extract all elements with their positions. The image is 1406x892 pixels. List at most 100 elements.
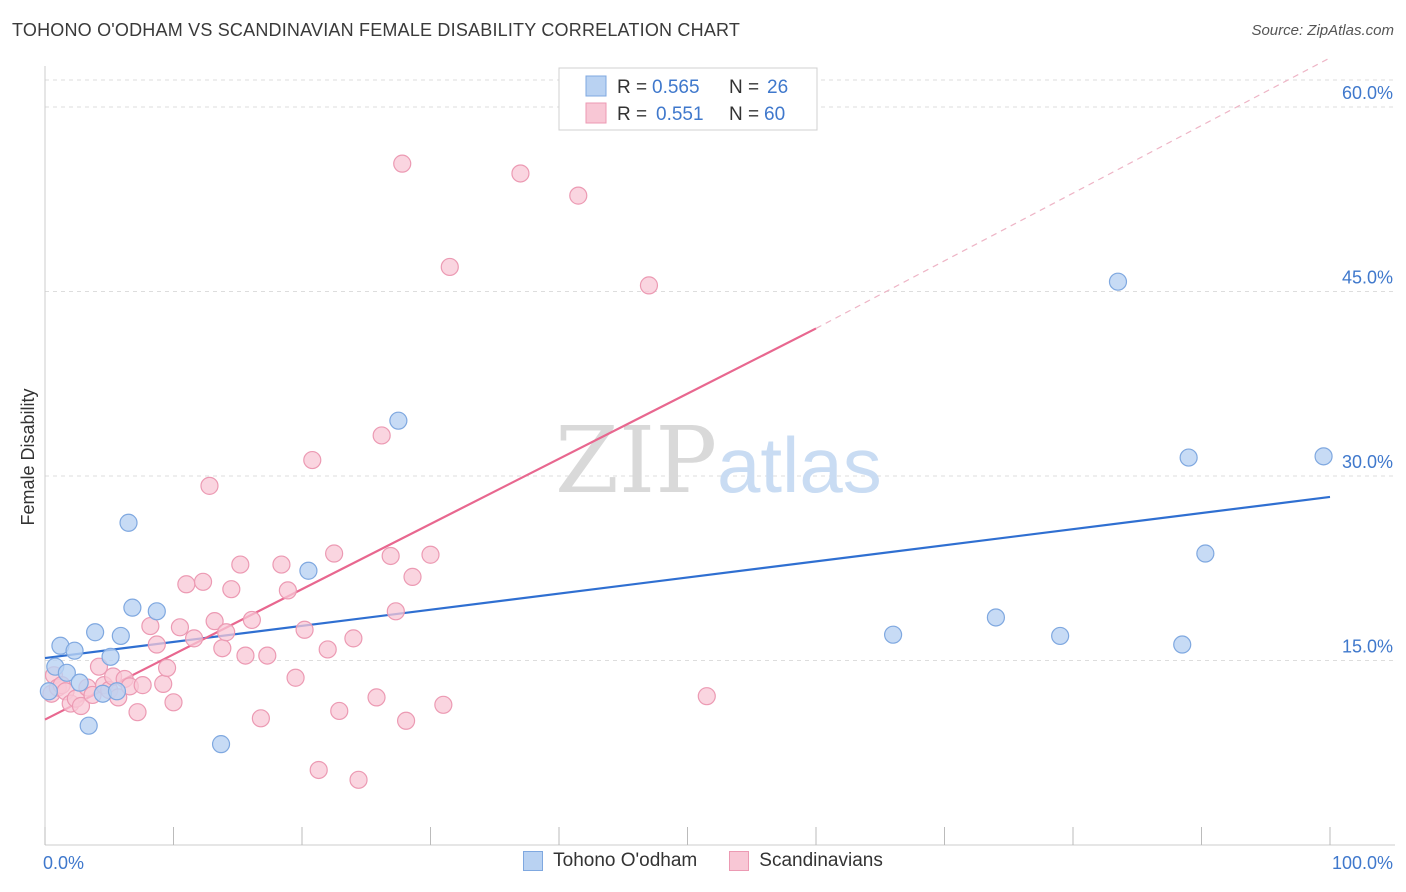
watermark: ZIP atlas: [555, 407, 882, 514]
scandinavians-point: [272, 555, 291, 574]
y-tick-label: 30.0%: [1342, 452, 1393, 472]
scandinavians-point: [569, 186, 588, 205]
scandinavians-point: [213, 639, 232, 658]
tohono-point: [65, 641, 84, 660]
legend-top: R = 0.565 N = 26 R = 0.551 N = 60: [558, 67, 818, 131]
tohono-point: [111, 626, 130, 646]
watermark-zip: ZIP: [555, 407, 717, 514]
tohono-point: [883, 625, 903, 644]
tohono-trend-line: [44, 495, 1331, 660]
legend-item-scandinavians[interactable]: Scandinavians: [729, 850, 883, 872]
scandinavians-point: [184, 629, 204, 648]
tohono-point: [86, 623, 105, 642]
scandinavians-point: [286, 668, 305, 687]
tohono-point: [1173, 635, 1192, 654]
scandinavians-point: [381, 546, 400, 566]
legend-swatch-tohono: [523, 851, 544, 871]
scandinavians-point: [295, 620, 314, 639]
legend-label-scandinavians: Scandinavians: [759, 850, 883, 871]
scandinavians-point: [434, 695, 453, 714]
scandinavians-point: [154, 674, 173, 693]
legend-pink-n-label: N =: [729, 104, 759, 125]
legend-blue-r-value: 0.565: [652, 77, 700, 98]
tohono-point: [1051, 626, 1070, 646]
tohono-point: [1196, 544, 1215, 563]
scandinavians-point: [318, 640, 337, 659]
scandinavians-point: [421, 545, 440, 564]
scandinavians-point: [303, 450, 322, 470]
scandinavians-point: [330, 701, 349, 721]
legend-blue-n-label: N =: [729, 77, 759, 98]
tohono-points: [39, 272, 1333, 754]
scandinavians-point: [440, 257, 459, 277]
scandinavians-point: [697, 687, 716, 706]
scandinavians-point: [200, 476, 219, 495]
tohono-point: [147, 602, 166, 621]
scandinavians-point: [325, 544, 344, 563]
scandinavians-point: [147, 635, 166, 654]
x-tick-label-min: 0.0%: [43, 853, 84, 873]
scandinavians-point: [393, 154, 412, 173]
legend-pink-n-value: 60: [764, 104, 785, 125]
scandinavians-point: [133, 676, 152, 695]
y-axis-label: Female Disability: [18, 388, 38, 525]
tohono-point: [389, 411, 408, 430]
scandinavians-point: [89, 657, 109, 676]
watermark-atlas: atlas: [717, 421, 882, 509]
scandinavians-point: [396, 711, 416, 730]
scandinavians-point: [128, 703, 147, 722]
legend-pink-r-label: R =: [617, 104, 647, 125]
tohono-point: [986, 608, 1006, 627]
scandinavians-trend-extension: [815, 57, 1331, 329]
axes: [44, 66, 1395, 846]
tohono-point: [123, 598, 142, 617]
scandinavians-trend-line: [44, 327, 817, 721]
legend-pink-swatch: [585, 102, 607, 124]
scandinavians-point: [258, 646, 277, 665]
tohono-point: [1179, 448, 1198, 467]
legend-label-tohono: Tohono O'odham: [553, 850, 698, 871]
scandinavians-point: [164, 693, 183, 712]
y-tick-label: 60.0%: [1342, 83, 1393, 103]
tohono-point: [1108, 272, 1128, 291]
tohono-point: [70, 673, 89, 692]
scandinavians-point: [511, 164, 530, 183]
chart-title: TOHONO O'ODHAM VS SCANDINAVIAN FEMALE DI…: [12, 20, 741, 40]
scandinavians-point: [170, 618, 190, 637]
scandinavians-point: [231, 555, 250, 574]
scandinavians-point: [251, 709, 270, 728]
scandinavians-point: [236, 646, 255, 665]
x-tick-label-max: 100.0%: [1332, 853, 1393, 873]
y-tick-label: 15.0%: [1342, 637, 1393, 657]
y-tick-label: 45.0%: [1342, 268, 1393, 288]
tohono-point: [101, 647, 120, 666]
scandinavians-point: [278, 581, 297, 600]
scandinavians-point: [349, 770, 368, 789]
source-label: Source: ZipAtlas.com: [1251, 22, 1394, 39]
tohono-point: [57, 663, 76, 682]
scandinavians-point: [242, 610, 261, 630]
tohono-point: [119, 513, 138, 532]
legend-bottom: Tohono O'odham Scandinavians: [0, 850, 1406, 872]
scandinavians-point: [217, 623, 236, 642]
legend-item-tohono[interactable]: Tohono O'odham: [523, 850, 697, 872]
scandinavians-point: [639, 276, 659, 295]
legend-blue-swatch: [585, 75, 607, 97]
scandinavians-point: [205, 612, 224, 631]
tohono-point: [211, 735, 231, 754]
scandinavians-point: [403, 567, 422, 586]
scandinavians-point: [177, 575, 196, 594]
scandinavians-point: [157, 658, 177, 677]
scandinavians-point: [372, 426, 391, 445]
tohono-point: [1314, 447, 1333, 466]
tohono-point: [299, 561, 318, 580]
legend-blue-r-label: R =: [617, 77, 647, 98]
scandinavians-points: [42, 154, 716, 789]
scandinavians-point: [222, 580, 241, 599]
legend-swatch-scandinavians: [729, 851, 750, 871]
legend-blue-n-value: 26: [767, 77, 788, 98]
legend-pink-r-value: 0.551: [656, 104, 704, 125]
scandinavians-point: [193, 572, 213, 591]
scandinavians-point: [71, 696, 91, 716]
